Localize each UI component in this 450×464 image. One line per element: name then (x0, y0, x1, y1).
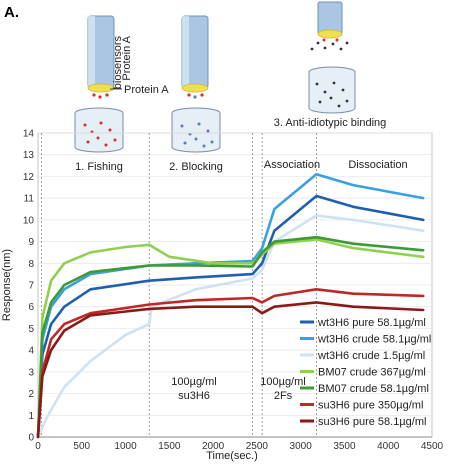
y-tick-label: 12 (23, 172, 35, 183)
panel-label: A. (4, 4, 19, 21)
bound-complex (310, 41, 349, 51)
series-line (36, 287, 425, 439)
antibody-dot (322, 38, 326, 42)
x-tick-label: 500 (73, 441, 90, 452)
x-tick-label: 4500 (421, 441, 444, 452)
legend: wt3H6 pure 58.1µg/ml wt3H6 crude 58.1µg/m… (300, 317, 431, 428)
biosensor-highlight (182, 16, 189, 88)
legend-entry: wt3H6 pure 58.1µg/ml (317, 317, 426, 329)
x-tick-label: 2000 (202, 441, 225, 452)
phase-label-dissociation: Dissociation (348, 159, 407, 171)
y-tick-label: 11 (24, 194, 35, 205)
legend-entry: su3H6 pure 58.1µg/ml (318, 416, 426, 428)
y-tick-label: 4 (28, 346, 34, 357)
x-tick-label: 3500 (333, 441, 356, 452)
x-tick-label: 2500 (246, 441, 269, 452)
y-tick-label: 2 (28, 389, 34, 400)
antibody-dot (200, 93, 204, 97)
y-tick-label: 14 (23, 129, 35, 140)
protein-a-tip (181, 83, 209, 93)
x-tick-label: 4000 (377, 441, 400, 452)
well-antibodies (83, 121, 117, 147)
well-antiidiotypes (315, 81, 349, 108)
illustration-fishing: Protein A biosensors Protein A 1. Fishin… (74, 15, 169, 173)
annotation-2fs-line2: 2Fs (274, 390, 293, 402)
x-tick-label: 0 (35, 441, 41, 452)
y-tick-label: 3 (28, 367, 34, 378)
annotation-su3h6-line1: 100µg/ml (171, 376, 216, 388)
protein-a-tip (87, 83, 115, 93)
well-body (171, 113, 221, 153)
series-line (36, 238, 425, 439)
blocker-dot (193, 95, 197, 99)
biosensor-label-1: Protein A (121, 35, 133, 80)
annotation-2fs-line1: 100µg/ml (260, 376, 305, 388)
y-tick-label: 13 (23, 150, 35, 161)
antibody-dot (187, 93, 191, 97)
antibody-dot (105, 93, 109, 97)
series-line (36, 301, 425, 439)
antibody-dot (335, 38, 339, 42)
x-axis-title: Time(sec.) (206, 450, 258, 462)
protein-a-label: Protein A (124, 84, 169, 96)
y-tick-label: 0 (28, 433, 34, 444)
illustration-blocking: 2. Blocking (169, 15, 223, 173)
y-tick-label: 1 (28, 411, 34, 422)
y-tick-label: 5 (28, 324, 34, 335)
y-tick-label: 9 (28, 237, 34, 248)
series-line (36, 194, 425, 439)
step-label-blocking: 2. Blocking (169, 161, 223, 173)
protein-a-tip (317, 29, 343, 39)
y-tick-label: 6 (28, 302, 34, 313)
legend-entry: wt3H6 crude 58.1µg/ml (317, 334, 431, 346)
series-line (36, 235, 425, 439)
legend-entry: BM07 crude 367µg/ml (318, 367, 426, 379)
step-label-fishing: 1. Fishing (75, 161, 123, 173)
step-label-binding: 3. Anti-idiotypic binding (274, 117, 387, 129)
biosensor-highlight (88, 16, 95, 88)
well-body (74, 113, 124, 153)
annotation-su3h6-line2: su3H6 (178, 390, 210, 402)
legend-entry: su3H6 pure 350µg/ml (318, 400, 423, 412)
x-tick-labels: 0 500 1000 1500 2000 2500 3000 3500 4000 4500 (35, 441, 443, 452)
x-tick-label: 1500 (158, 441, 181, 452)
series-lines (36, 173, 425, 439)
y-tick-label: 8 (28, 259, 34, 270)
y-tick-label: 10 (23, 215, 35, 226)
y-axis-title: Response(nm) (1, 249, 13, 321)
biosensor-rod (317, 1, 343, 35)
well-body (308, 72, 356, 114)
y-tick-label: 7 (28, 281, 34, 292)
illustration-binding: 3. Anti-idiotypic binding (274, 1, 387, 129)
legend-entry: BM07 crude 58.1µg/ml (318, 383, 429, 395)
phase-label-association: Association (264, 159, 320, 171)
antibody-dot (92, 93, 96, 97)
biosensor-label-2: biosensors (112, 36, 124, 90)
x-tick-label: 1000 (114, 441, 137, 452)
legend-entry: wt3H6 crude 1.5µg/ml (317, 350, 425, 362)
series-line (36, 214, 425, 439)
antibody-dot (98, 95, 102, 99)
x-tick-label: 3000 (290, 441, 313, 452)
